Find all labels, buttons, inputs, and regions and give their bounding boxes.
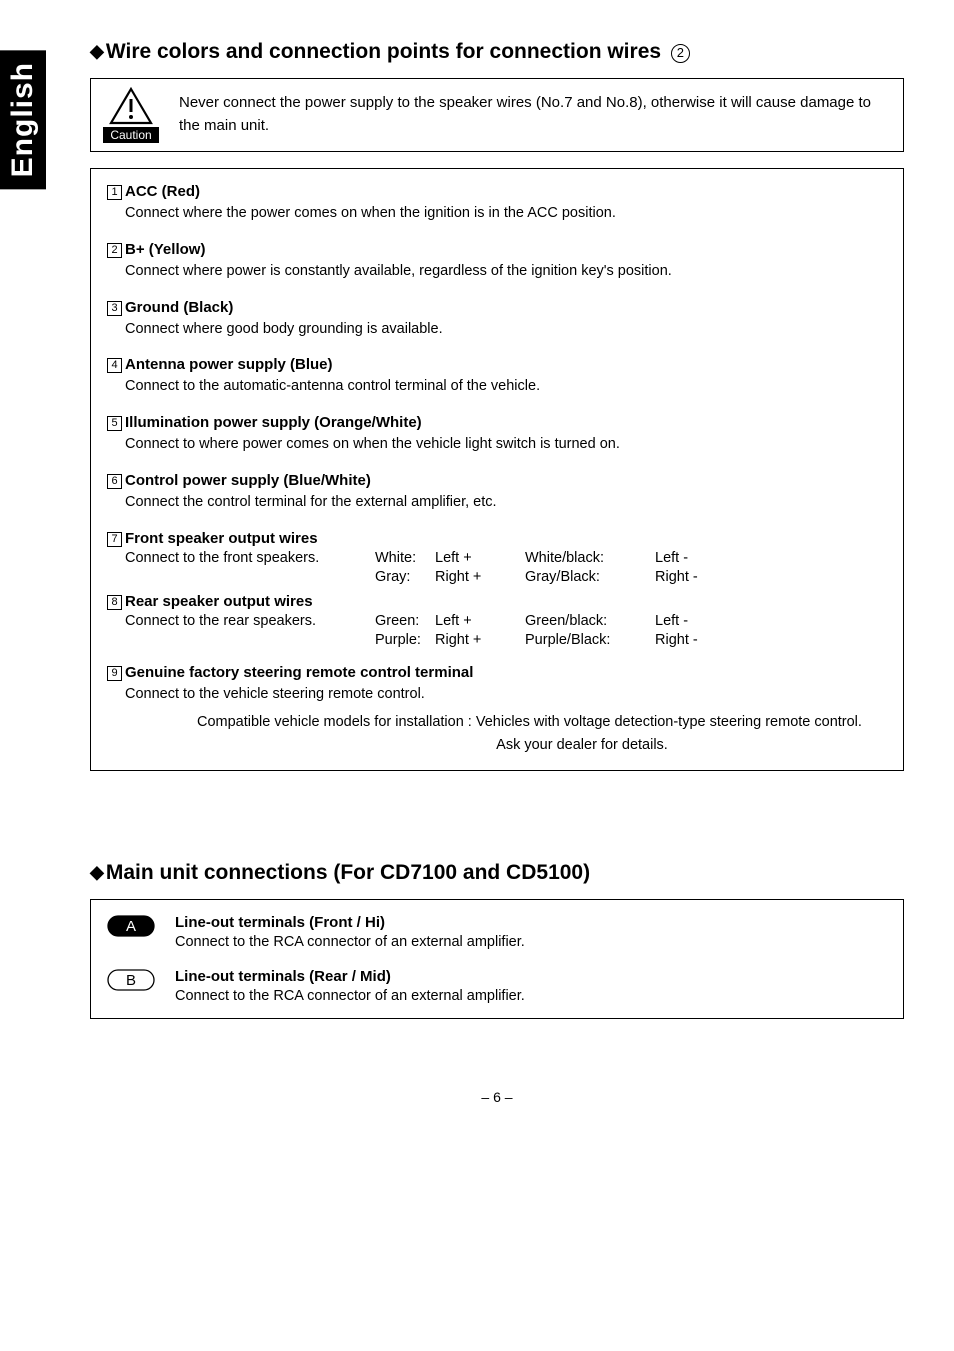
cell: Left + — [435, 550, 525, 566]
wire-item-rear-speaker: 8Rear speaker output wires Connect to th… — [107, 593, 887, 648]
cell: Right - — [655, 632, 735, 648]
wire-item: 2B+ (Yellow) Connect where power is cons… — [107, 241, 887, 283]
cell: Purple: — [375, 632, 435, 648]
caution-label: Caution — [103, 127, 159, 143]
warning-triangle-icon — [109, 87, 153, 125]
section1-title-text: Wire colors and connection points for co… — [106, 40, 661, 63]
section2-title-text: Main unit connections (For CD7100 and CD… — [106, 861, 590, 884]
conn-title: Line-out terminals (Rear / Mid) — [175, 968, 525, 985]
wire-item: 3Ground (Black) Connect where good body … — [107, 299, 887, 341]
cell: Left - — [655, 613, 735, 629]
letter-badge-b-icon: B — [107, 969, 155, 996]
wire-num: 8 — [107, 595, 122, 610]
cell: Gray: — [375, 569, 435, 585]
wire-desc: Connect where the power comes on when th… — [125, 203, 887, 225]
diamond-icon: ◆ — [90, 41, 104, 62]
cell: Green/black: — [525, 613, 655, 629]
wire-desc: Connect the control terminal for the ext… — [125, 492, 887, 514]
wire-title: Antenna power supply (Blue) — [125, 356, 333, 373]
wire-item: 4Antenna power supply (Blue) Connect to … — [107, 356, 887, 398]
conn-desc: Connect to the RCA connector of an exter… — [175, 988, 525, 1004]
wire-item: 6Control power supply (Blue/White) Conne… — [107, 472, 887, 514]
caution-box: Caution Never connect the power supply t… — [90, 78, 904, 152]
wire-item: 1ACC (Red) Connect where the power comes… — [107, 183, 887, 225]
wire-title: Illumination power supply (Orange/White) — [125, 414, 422, 431]
section2-title: ◆Main unit connections (For CD7100 and C… — [90, 861, 904, 885]
wire-num: 7 — [107, 532, 122, 547]
connections-box: A Line-out terminals (Front / Hi) Connec… — [90, 899, 904, 1019]
wire-num: 9 — [107, 666, 122, 681]
cell: Purple/Black: — [525, 632, 655, 648]
wire-num: 4 — [107, 358, 122, 373]
caution-icon-wrap: Caution — [103, 87, 159, 143]
wire-num: 3 — [107, 301, 122, 316]
wire-title: Front speaker output wires — [125, 530, 318, 547]
page-number: – 6 – — [90, 1089, 904, 1105]
rear-speaker-grid: Connect to the rear speakers. Green: Lef… — [125, 613, 887, 648]
conn-title: Line-out terminals (Front / Hi) — [175, 914, 525, 931]
cell: Gray/Black: — [525, 569, 655, 585]
wire-title: Rear speaker output wires — [125, 593, 313, 610]
compat-note: Compatible vehicle models for installati… — [197, 711, 887, 757]
conn-row: B Line-out terminals (Rear / Mid) Connec… — [107, 968, 887, 1004]
wire-title: B+ (Yellow) — [125, 241, 205, 258]
wire-item-steering: 9Genuine factory steering remote control… — [107, 664, 887, 758]
wire-num: 5 — [107, 416, 122, 431]
wire-desc: Connect to the vehicle steering remote c… — [125, 684, 887, 706]
cell: Right - — [655, 569, 735, 585]
compat-line1: Compatible vehicle models for installati… — [197, 711, 887, 734]
language-tab: English — [0, 50, 46, 189]
conn-row: A Line-out terminals (Front / Hi) Connec… — [107, 914, 887, 950]
cell: Right + — [435, 632, 525, 648]
wire-item: 5Illumination power supply (Orange/White… — [107, 414, 887, 456]
wire-desc: Connect to where power comes on when the… — [125, 434, 887, 456]
section2: ◆Main unit connections (For CD7100 and C… — [90, 861, 904, 1019]
conn-desc: Connect to the RCA connector of an exter… — [175, 934, 525, 950]
letter-badge-a-icon: A — [107, 915, 155, 942]
wire-title: Ground (Black) — [125, 299, 233, 316]
diamond-icon: ◆ — [90, 862, 104, 883]
cell: Left - — [655, 550, 735, 566]
svg-text:B: B — [126, 972, 136, 989]
wire-title: Genuine factory steering remote control … — [125, 664, 473, 681]
section1-title: ◆Wire colors and connection points for c… — [90, 40, 904, 64]
compat-line2: Ask your dealer for details. — [277, 734, 887, 757]
wire-desc: Connect to the automatic-antenna control… — [125, 376, 887, 398]
cell: White/black: — [525, 550, 655, 566]
wire-num: 2 — [107, 243, 122, 258]
wire-num: 1 — [107, 185, 122, 200]
wire-desc: Connect where power is constantly availa… — [125, 261, 887, 283]
svg-text:A: A — [126, 918, 136, 935]
cell: Right + — [435, 569, 525, 585]
wire-title: ACC (Red) — [125, 183, 200, 200]
speaker-desc: Connect to the rear speakers. — [125, 613, 375, 629]
speaker-desc: Connect to the front speakers. — [125, 550, 375, 566]
conn-text: Line-out terminals (Front / Hi) Connect … — [175, 914, 525, 950]
cell: Left + — [435, 613, 525, 629]
cell: Green: — [375, 613, 435, 629]
wire-title: Control power supply (Blue/White) — [125, 472, 371, 489]
cell: White: — [375, 550, 435, 566]
caution-text: Never connect the power supply to the sp… — [179, 87, 891, 138]
wire-list-box: 1ACC (Red) Connect where the power comes… — [90, 168, 904, 771]
page-content: ◆Wire colors and connection points for c… — [90, 40, 904, 1105]
front-speaker-grid: Connect to the front speakers. White: Le… — [125, 550, 887, 585]
conn-text: Line-out terminals (Rear / Mid) Connect … — [175, 968, 525, 1004]
wire-item-front-speaker: 7Front speaker output wires Connect to t… — [107, 530, 887, 585]
circled-number-icon: 2 — [671, 44, 690, 63]
wire-num: 6 — [107, 474, 122, 489]
wire-desc: Connect where good body grounding is ava… — [125, 319, 887, 341]
